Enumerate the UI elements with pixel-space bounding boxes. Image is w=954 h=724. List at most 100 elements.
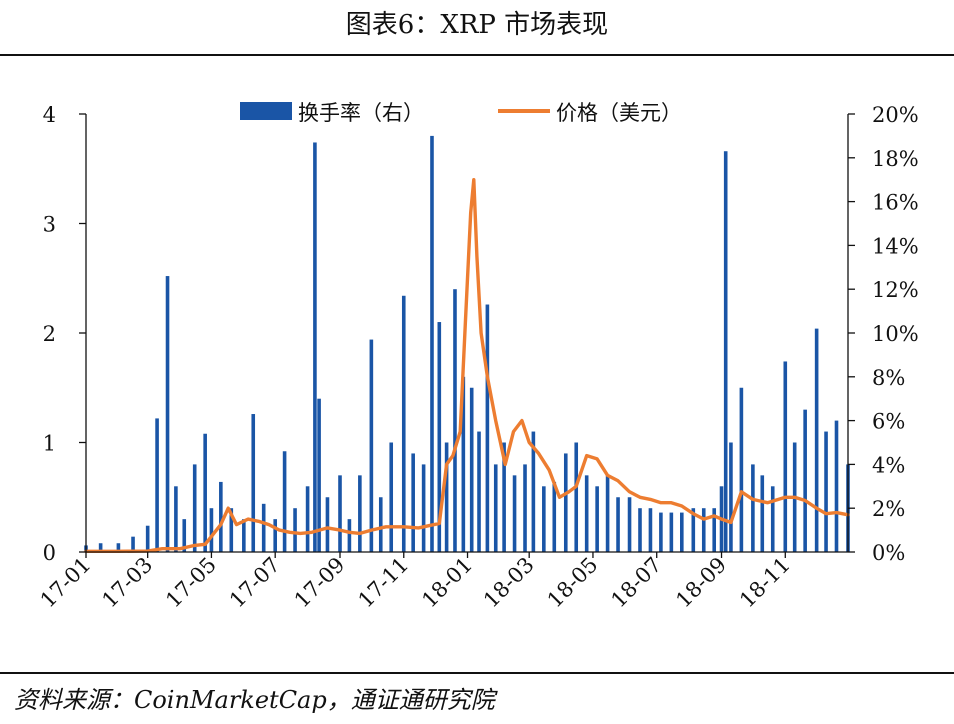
turnover-bar bbox=[469, 387, 474, 552]
turnover-bar bbox=[317, 398, 321, 552]
turnover-bar bbox=[131, 536, 135, 552]
left-tick-label: 3 bbox=[43, 213, 56, 237]
turnover-bar bbox=[165, 276, 170, 552]
right-tick-label: 14% bbox=[872, 234, 919, 258]
x-axis-ticks: 17-01 17-03 17-05 17-07 17-09 17-11 18-01 18-03… bbox=[36, 552, 795, 612]
turnover-bar bbox=[209, 508, 214, 552]
turnover-bar bbox=[638, 508, 642, 552]
turnover-bar bbox=[552, 481, 557, 552]
turnover-bar bbox=[242, 519, 246, 552]
turnover-bar bbox=[116, 543, 121, 552]
turnover-bar bbox=[389, 442, 394, 552]
turnover-bar bbox=[421, 464, 426, 552]
turnover-bar bbox=[691, 508, 696, 552]
turnover-bar bbox=[584, 475, 589, 552]
turnover-bar bbox=[338, 475, 342, 552]
turnover-bar bbox=[803, 409, 807, 552]
x-tick-label: 17-11 bbox=[354, 553, 414, 613]
turnover-bar bbox=[358, 475, 362, 552]
turnover-bar bbox=[229, 508, 234, 552]
turnover-bar bbox=[739, 387, 744, 552]
turnover-bar bbox=[680, 512, 684, 552]
left-tick-label: 2 bbox=[43, 322, 56, 346]
right-tick-label: 0% bbox=[872, 541, 905, 565]
turnover-bar bbox=[824, 431, 828, 552]
turnover-bar bbox=[783, 361, 788, 552]
turnover-bar bbox=[325, 497, 330, 552]
legend-price-label: 价格（美元） bbox=[556, 101, 682, 125]
right-tick-label: 18% bbox=[872, 147, 919, 171]
turnover-bar bbox=[595, 486, 599, 552]
price-line bbox=[84, 177, 850, 553]
x-tick-label: 18-01 bbox=[417, 553, 477, 613]
x-tick-label: 18-09 bbox=[671, 553, 731, 613]
turnover-bar bbox=[605, 475, 610, 552]
turnover-bar bbox=[273, 519, 277, 552]
turnover-bar bbox=[648, 508, 653, 552]
x-tick-label: 18-11 bbox=[735, 553, 795, 613]
left-tick-label: 4 bbox=[43, 103, 56, 127]
x-tick-label: 17-05 bbox=[161, 553, 221, 613]
turnover-bar bbox=[411, 453, 415, 552]
x-tick-label: 18-03 bbox=[479, 553, 539, 613]
right-tick-label: 2% bbox=[872, 497, 905, 521]
turnover-price-chart: 0 1 2 3 4 0% 2% 4% 6% 8% 10% 12% 14% 16% 18% 20% 17-01… bbox=[36, 101, 919, 612]
turnover-bar bbox=[453, 289, 457, 552]
turnover-bar bbox=[712, 508, 717, 552]
turnover-bar bbox=[444, 442, 449, 552]
turnover-bar bbox=[485, 304, 490, 552]
turnover-bar bbox=[723, 151, 728, 552]
turnover-bar bbox=[770, 486, 775, 552]
left-tick-label: 1 bbox=[43, 432, 56, 456]
turnover-bar bbox=[251, 414, 256, 552]
legend-turnover-swatch bbox=[240, 102, 292, 120]
turnover-bar bbox=[430, 135, 434, 552]
turnover-bar bbox=[261, 503, 266, 552]
turnover-bar bbox=[574, 442, 579, 552]
right-tick-label: 20% bbox=[872, 103, 919, 127]
right-tick-label: 10% bbox=[872, 322, 919, 346]
right-tick-label: 4% bbox=[872, 453, 905, 477]
turnover-bar bbox=[659, 512, 663, 552]
left-axis-ticks: 0 1 2 3 4 bbox=[43, 103, 86, 565]
turnover-bar bbox=[760, 475, 765, 552]
turnover-bar bbox=[98, 543, 103, 552]
turnover-bar bbox=[616, 497, 620, 552]
turnover-bar bbox=[378, 497, 383, 552]
turnover-bar bbox=[293, 508, 297, 552]
turnover-bar bbox=[219, 481, 223, 552]
turnover-bar bbox=[493, 464, 498, 552]
turnover-bar bbox=[523, 464, 527, 552]
source-note: 资料来源：CoinMarketCap，通证通研究院 bbox=[14, 686, 495, 714]
turnover-bar bbox=[174, 486, 178, 552]
turnover-bar bbox=[282, 451, 287, 552]
turnover-bar bbox=[145, 525, 150, 552]
turnover-bar bbox=[669, 512, 674, 552]
right-tick-label: 8% bbox=[872, 366, 905, 390]
turnover-bar bbox=[313, 142, 317, 552]
bottom-rule bbox=[0, 672, 954, 674]
turnover-bar bbox=[751, 464, 755, 552]
turnover-bar bbox=[369, 339, 374, 552]
turnover-bar bbox=[563, 453, 568, 552]
turnover-bar bbox=[542, 486, 546, 552]
legend-turnover-label: 换手率（右） bbox=[298, 101, 424, 125]
turnover-bar bbox=[814, 328, 819, 552]
turnover-bar bbox=[437, 322, 442, 552]
top-rule bbox=[0, 54, 954, 56]
turnover-bar bbox=[502, 442, 506, 552]
right-axis-ticks: 0% 2% 4% 6% 8% 10% 12% 14% 16% 18% 20% bbox=[848, 103, 919, 565]
x-tick-label: 17-09 bbox=[290, 553, 350, 613]
x-tick-label: 18-05 bbox=[543, 553, 603, 613]
turnover-bar bbox=[627, 497, 632, 552]
turnover-bar bbox=[182, 519, 187, 552]
turnover-bar bbox=[347, 519, 352, 552]
right-tick-label: 6% bbox=[872, 410, 905, 434]
right-tick-label: 16% bbox=[872, 191, 919, 215]
turnover-bar bbox=[701, 508, 706, 552]
turnover-bar bbox=[305, 486, 310, 552]
turnover-bar bbox=[461, 376, 466, 552]
legend: 换手率（右） 价格（美元） bbox=[240, 101, 682, 125]
right-tick-label: 12% bbox=[872, 278, 919, 302]
turnover-bar bbox=[729, 442, 733, 552]
